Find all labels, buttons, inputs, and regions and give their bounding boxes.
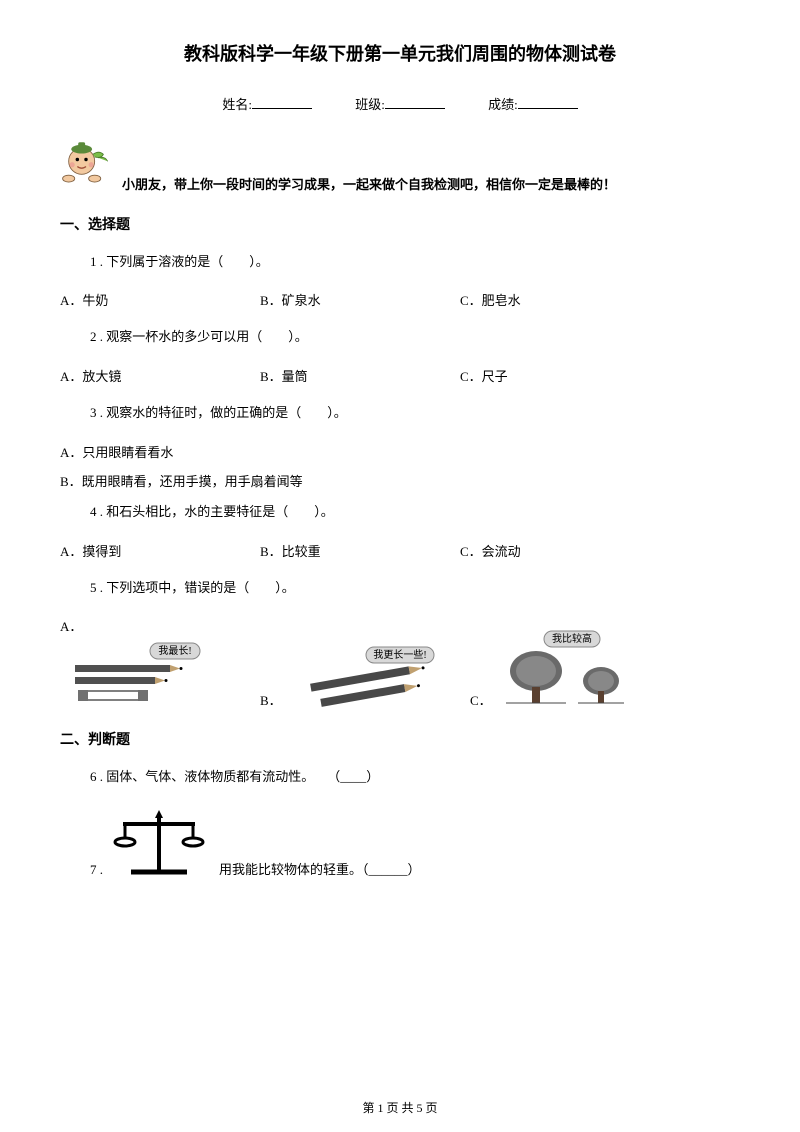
- q5-opts: A． 我最长! B． 我更长一些!: [60, 616, 740, 709]
- svg-text:我最长!: 我最长!: [158, 645, 191, 657]
- mascot-icon: [60, 137, 112, 189]
- svg-text:我更长一些!: 我更长一些!: [373, 648, 426, 661]
- q1-a[interactable]: A．牛奶: [60, 290, 260, 309]
- q4-stem: 4 . 和石头相比，水的主要特征是（ ）。: [90, 500, 740, 525]
- section2-head: 二、判断题: [60, 729, 740, 749]
- q1-c[interactable]: C．肥皂水: [460, 290, 660, 309]
- q1-opts: A．牛奶 B．矿泉水 C．肥皂水: [60, 290, 740, 309]
- q5-b[interactable]: B． 我更长一些!: [260, 644, 470, 709]
- q2-a[interactable]: A．放大镜: [60, 366, 260, 385]
- q4-c[interactable]: C．会流动: [460, 541, 660, 560]
- q3-stem: 3 . 观察水的特征时，做的正确的是（ ）。: [90, 401, 740, 426]
- q7-prefix: 7 .: [90, 862, 103, 878]
- q4-b[interactable]: B．比较重: [260, 541, 460, 560]
- section1-head: 一、选择题: [60, 214, 740, 234]
- q5-c[interactable]: C． 我比较高: [470, 629, 650, 709]
- q5-a[interactable]: A． 我最长!: [60, 616, 260, 709]
- q5-c-icon: 我比较高: [496, 629, 646, 709]
- q1-stem: 1 . 下列属于溶液的是（ ）。: [90, 250, 740, 275]
- name-blank[interactable]: [252, 108, 312, 109]
- q4-opts: A．摸得到 B．比较重 C．会流动: [60, 541, 740, 560]
- q3-b[interactable]: B．既用眼睛看，还用手摸，用手扇着闻等: [60, 471, 740, 490]
- q5-stem: 5 . 下列选项中，错误的是（ ）。: [90, 576, 740, 601]
- name-label: 姓名:: [222, 97, 252, 112]
- q5-b-icon: 我更长一些!: [286, 644, 446, 709]
- q2-c[interactable]: C．尺子: [460, 366, 660, 385]
- q2-opts: A．放大镜 B．量筒 C．尺子: [60, 366, 740, 385]
- page-footer: 第 1 页 共 5 页: [0, 1099, 800, 1116]
- class-blank[interactable]: [385, 108, 445, 109]
- q5-a-label: A．: [60, 616, 206, 635]
- page-title: 教科版科学一年级下册第一单元我们周围的物体测试卷: [60, 40, 740, 66]
- svg-text:我比较高: 我比较高: [552, 632, 592, 645]
- q3-opts: A．只用眼睛看看水 B．既用眼睛看，还用手摸，用手扇着闻等: [60, 442, 740, 490]
- q6: 6 . 固体、气体、液体物质都有流动性。 （____）: [90, 765, 740, 790]
- score-blank[interactable]: [518, 108, 578, 109]
- score-label: 成绩:: [488, 97, 518, 112]
- q2-b[interactable]: B．量筒: [260, 366, 460, 385]
- q4-a[interactable]: A．摸得到: [60, 541, 260, 560]
- mascot-row: 小朋友，带上你一段时间的学习成果，一起来做个自我检测吧，相信你一定是最棒的！: [60, 137, 740, 196]
- q7: 7 . 用我能比较物体的轻重。（______）: [90, 806, 740, 878]
- q5-b-label: B．: [260, 690, 282, 709]
- q3-a[interactable]: A．只用眼睛看看水: [60, 442, 740, 461]
- intro-text: 小朋友，带上你一段时间的学习成果，一起来做个自我检测吧，相信你一定是最棒的！: [122, 175, 616, 196]
- info-row: 姓名: 班级: 成绩:: [60, 94, 740, 113]
- q1-b[interactable]: B．矿泉水: [260, 290, 460, 309]
- balance-icon: [111, 806, 211, 878]
- q7-suffix: 用我能比较物体的轻重。（______）: [219, 859, 421, 878]
- q5-c-label: C．: [470, 690, 492, 709]
- q2-stem: 2 . 观察一杯水的多少可以用（ ）。: [90, 325, 740, 350]
- q5-a-icon: 我最长!: [60, 635, 210, 705]
- class-label: 班级:: [355, 97, 385, 112]
